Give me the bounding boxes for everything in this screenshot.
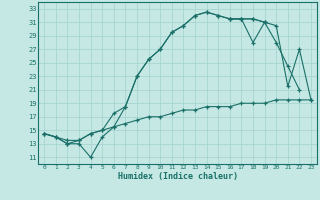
X-axis label: Humidex (Indice chaleur): Humidex (Indice chaleur) <box>118 172 238 181</box>
